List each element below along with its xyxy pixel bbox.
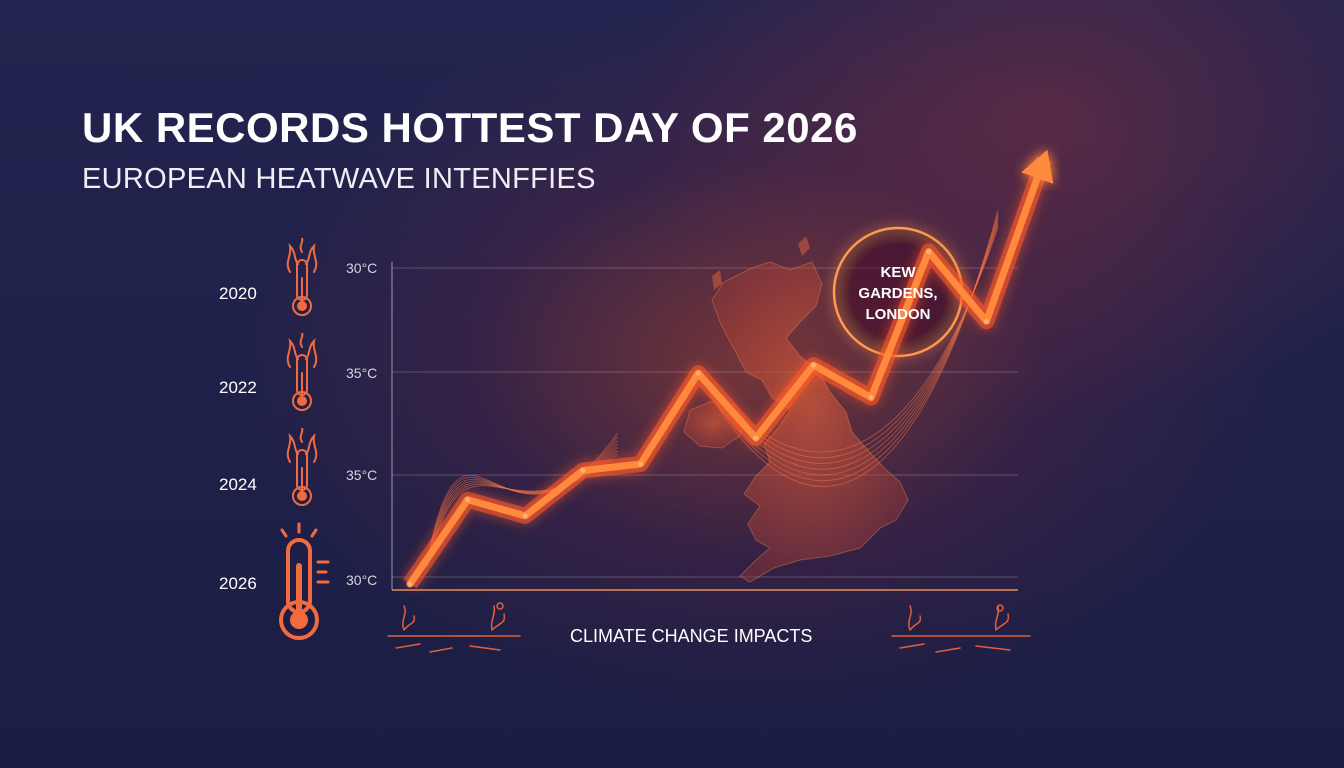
data-point [465, 497, 471, 503]
data-point [810, 362, 816, 368]
footer-label: CLIMATE CHANGE IMPACTS [570, 626, 813, 646]
y-tick-label: 30°C [346, 572, 378, 588]
year-label-2020: 2020 [219, 284, 257, 303]
thermometer-icon [279, 522, 330, 640]
data-point [407, 581, 413, 587]
flame-thermometer-icon [286, 238, 318, 316]
y-tick-label: 35°C [346, 365, 378, 381]
data-point [983, 318, 989, 324]
heat-wave-line [426, 432, 618, 560]
y-tick-label: 35°C [346, 467, 378, 483]
callout-line: GARDENS, [858, 285, 938, 302]
data-point [638, 461, 644, 467]
plant-icon [891, 604, 1031, 653]
heat-wave-line [709, 213, 999, 482]
uk-map [683, 236, 909, 583]
data-point [580, 468, 586, 473]
plant-icon [387, 602, 521, 653]
page-subtitle: EUROPEAN HEATWAVE INTENFFIES [82, 163, 596, 195]
year-label-2022: 2022 [219, 378, 257, 397]
flame-thermometer-icon [286, 428, 318, 506]
location-callout: KEW GARDENS, LONDON [838, 262, 958, 325]
data-point [522, 513, 528, 519]
callout-line: KEW [880, 264, 916, 281]
series-line [406, 155, 1048, 588]
year-label-2026: 2026 [219, 574, 257, 593]
y-tick-label: 30°C [346, 260, 378, 276]
data-point [868, 395, 874, 401]
heat-wave-line [426, 439, 618, 563]
flame-thermometer-icon [286, 333, 318, 411]
heat-wave-line [709, 210, 999, 487]
year-label-2024: 2024 [219, 475, 257, 494]
heat-wave-line [426, 436, 618, 561]
data-point [926, 249, 932, 255]
arrow-head-icon [1021, 149, 1054, 184]
data-point [753, 435, 759, 441]
data-point [695, 370, 701, 376]
page-title: UK RECORDS HOTTEST DAY OF 2026 [82, 104, 858, 151]
callout-line: LONDON [865, 306, 931, 323]
